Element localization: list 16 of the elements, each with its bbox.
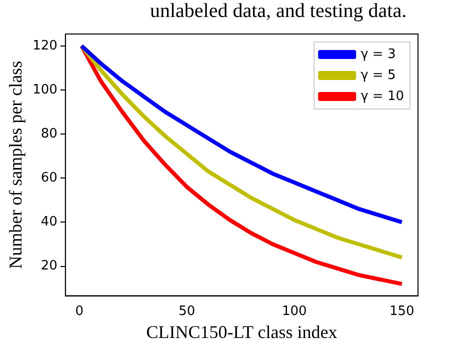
y-tick-label: 60 xyxy=(40,170,58,186)
x-tick-label: 0 xyxy=(75,304,84,319)
y-tick-label: 40 xyxy=(40,214,58,230)
x-axis-title: CLINC150-LT class index xyxy=(146,322,338,342)
legend-label: γ = 5 xyxy=(360,68,396,83)
text: unlabeled data, and testing data. xyxy=(150,0,407,22)
x-tick-label: 150 xyxy=(389,304,414,319)
y-tick-label: 120 xyxy=(32,38,58,54)
y-tick-label: 20 xyxy=(40,258,58,274)
x-tick-label: 100 xyxy=(282,304,307,319)
legend-label: γ = 3 xyxy=(360,46,396,62)
y-tick-label: 100 xyxy=(32,82,58,98)
y-axis-title: Number of samples per class xyxy=(6,60,26,269)
legend-label: γ = 10 xyxy=(360,88,404,104)
y-tick-label: 80 xyxy=(40,126,58,142)
x-tick-label: 50 xyxy=(178,304,196,319)
